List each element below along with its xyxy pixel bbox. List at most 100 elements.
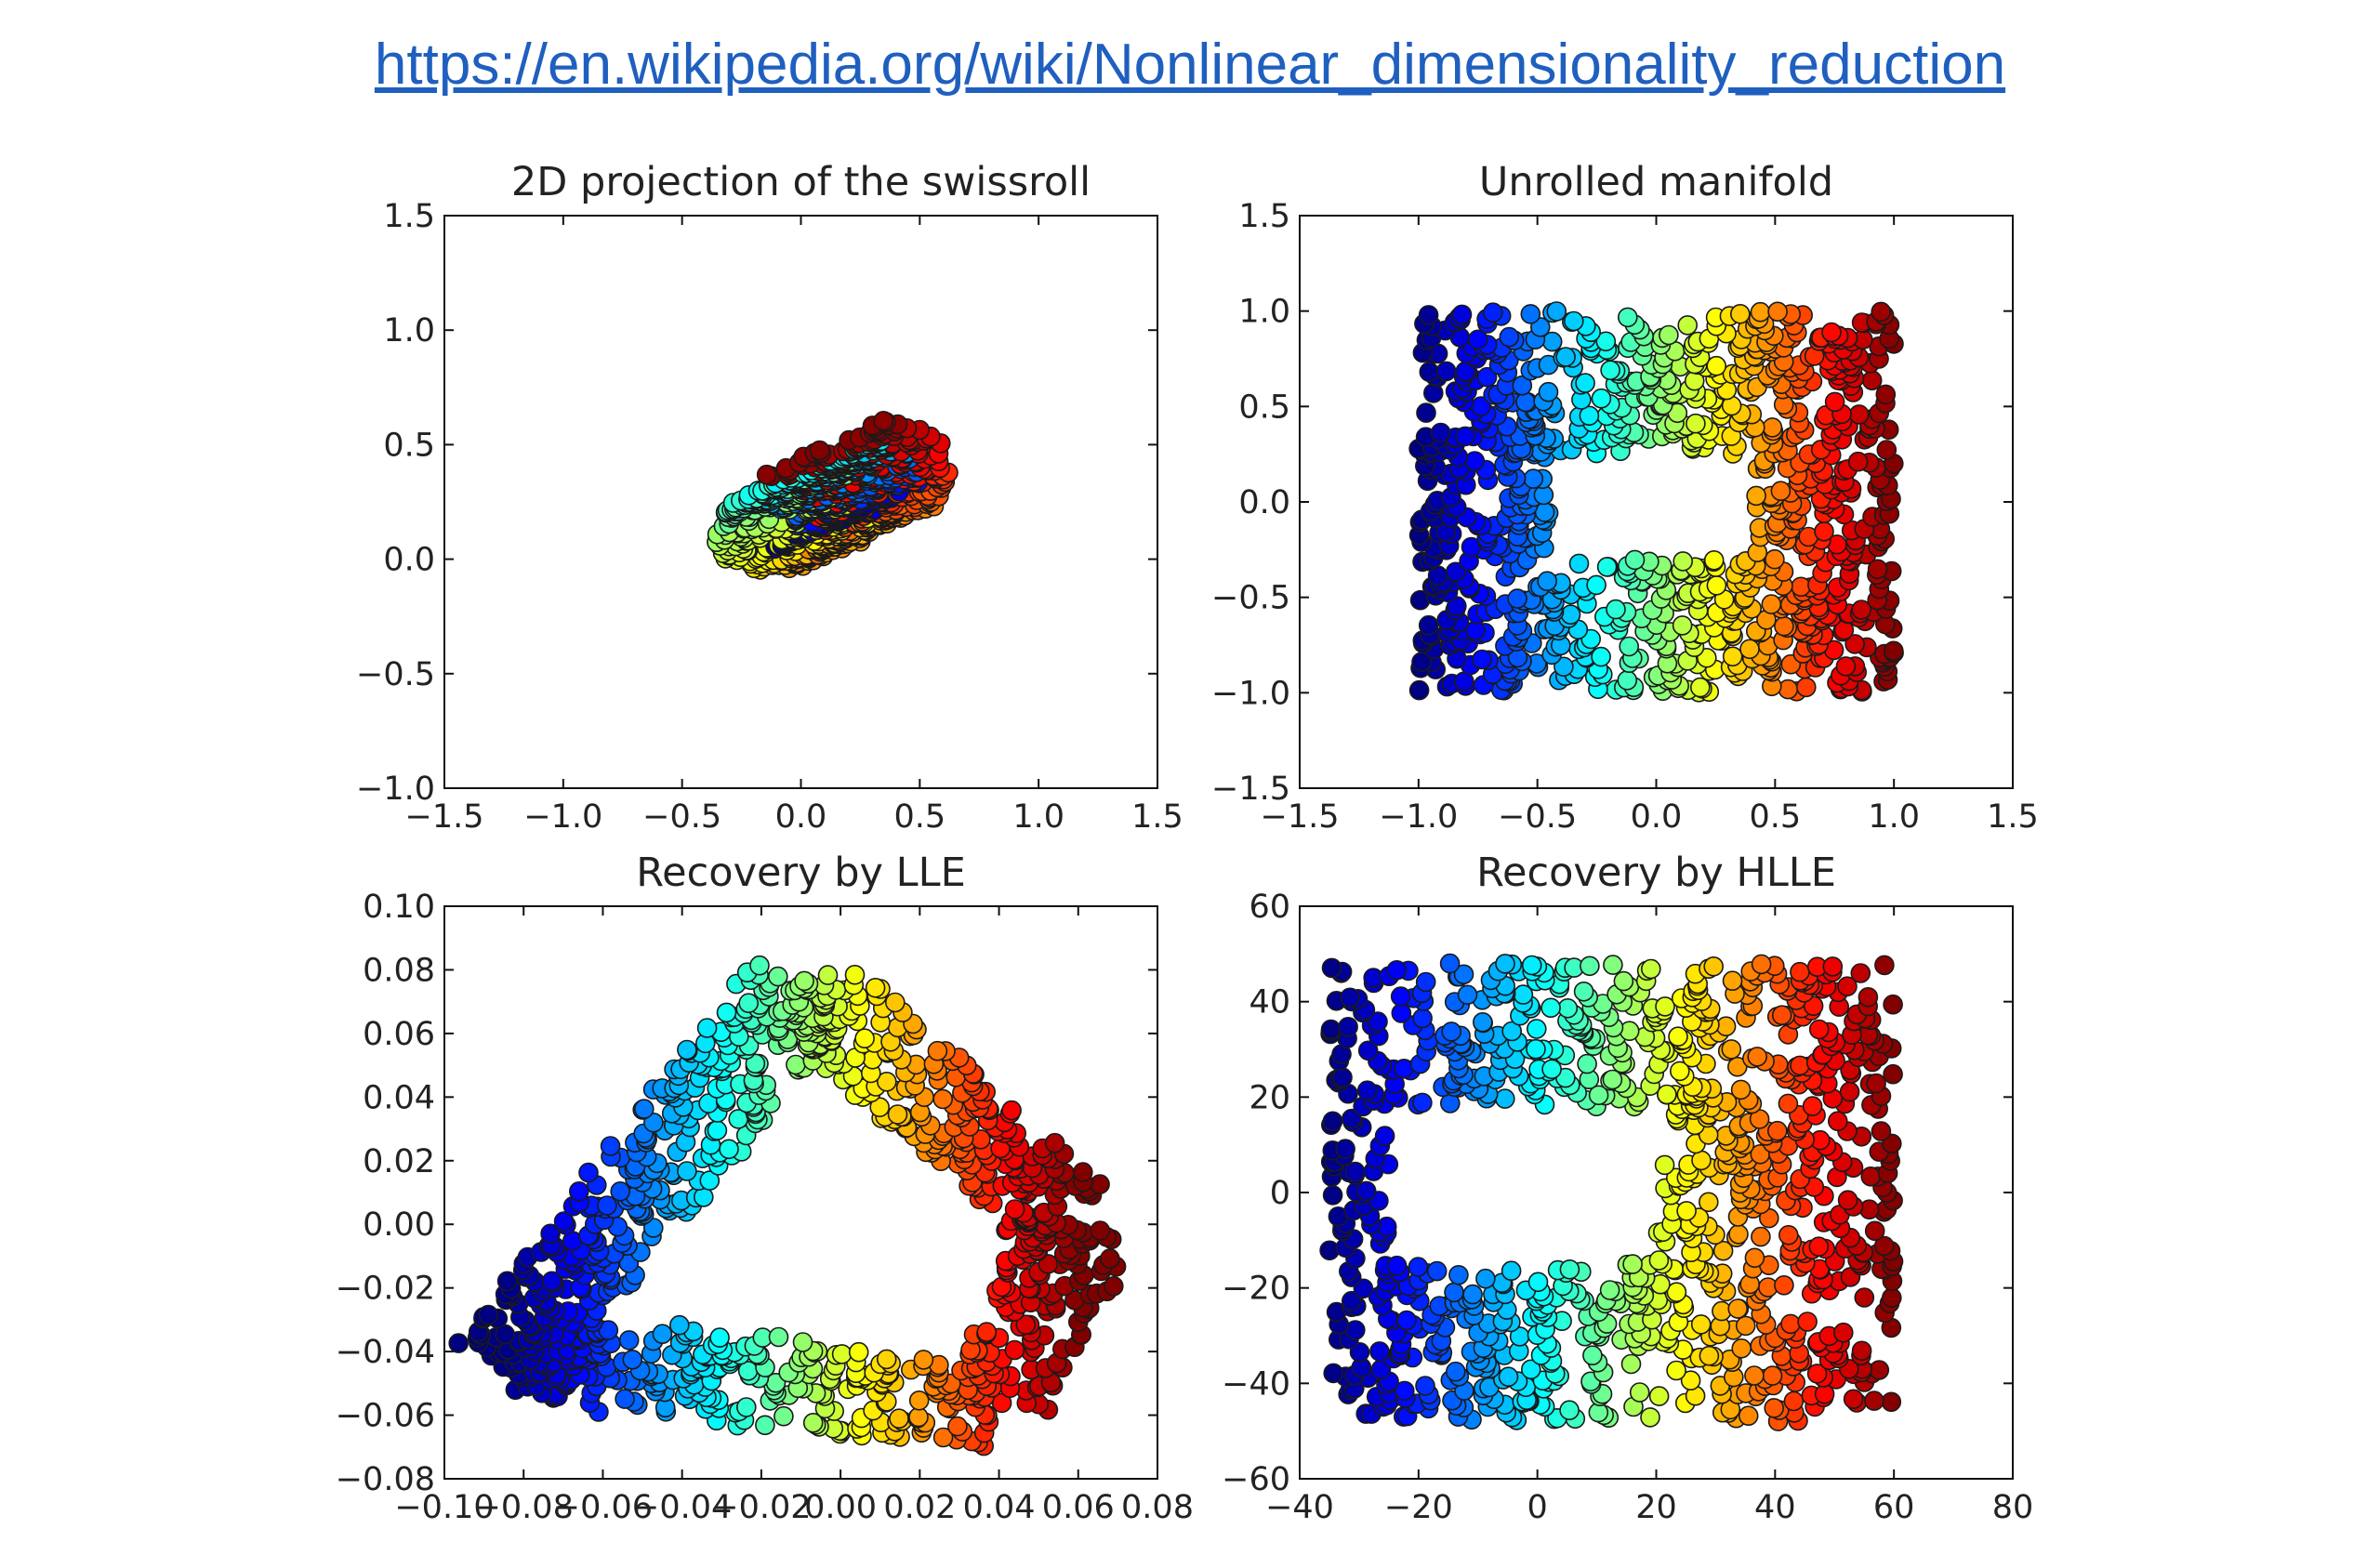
- scatter-point: [1854, 1287, 1875, 1308]
- scatter-point: [1439, 953, 1461, 974]
- scatter-point: [1499, 326, 1520, 348]
- y-tick-label: 0.00: [363, 1206, 435, 1244]
- scatter-point: [932, 1088, 954, 1110]
- scatter-point: [1746, 485, 1766, 507]
- x-tick-label: 0.0: [1631, 798, 1683, 836]
- scatter-point: [1850, 963, 1871, 983]
- scatter-point: [1555, 347, 1576, 367]
- scatter-point: [1790, 961, 1810, 982]
- scatter-point: [1441, 1021, 1461, 1042]
- scatter-point: [1340, 987, 1360, 1008]
- scatter-point: [1869, 1360, 1890, 1380]
- scatter-point: [1580, 955, 1600, 977]
- scatter-point: [831, 1344, 853, 1364]
- scatter-point: [1495, 1088, 1515, 1109]
- scatter-point: [1778, 1225, 1799, 1245]
- scatter-point: [1526, 1038, 1546, 1060]
- scatter-point: [1780, 1313, 1801, 1335]
- scatter-point: [1332, 1067, 1353, 1087]
- scatter-point: [756, 464, 777, 485]
- scatter-point: [1418, 305, 1439, 325]
- scatter-point: [1747, 1047, 1767, 1067]
- scatter-point: [794, 970, 814, 992]
- scatter-point: [668, 1314, 690, 1336]
- panel-title-hlle: Recovery by HLLE: [1476, 850, 1836, 896]
- scatter-point: [1603, 955, 1623, 975]
- scatter-point: [1320, 1019, 1342, 1040]
- scatter-point: [1564, 310, 1584, 332]
- scatter-point: [1408, 679, 1430, 701]
- y-tick-label: −20: [1222, 1271, 1290, 1308]
- scatter-point: [1676, 1201, 1697, 1221]
- scatter-point: [1690, 677, 1711, 698]
- scatter-point: [1624, 549, 1646, 571]
- scatter-point: [1426, 1260, 1448, 1282]
- scatter-point: [1599, 1280, 1620, 1300]
- scatter-point: [913, 1350, 934, 1370]
- scatter-points: [1408, 301, 1904, 703]
- scatter-point: [1883, 994, 1903, 1015]
- scatter-point: [1843, 1389, 1864, 1410]
- scatter-point: [1668, 1026, 1688, 1047]
- scatter-point: [873, 410, 894, 431]
- y-tick-label: −1.0: [356, 771, 435, 808]
- y-tick-label: −40: [1222, 1365, 1290, 1403]
- scatter-point: [1568, 553, 1590, 574]
- y-tick-label: 0.0: [383, 542, 435, 579]
- scatter-point: [707, 1120, 728, 1140]
- scatter-point: [1703, 956, 1724, 977]
- x-tick-label: 0.5: [893, 798, 945, 836]
- scatter-point: [1356, 1080, 1378, 1100]
- scatter-point: [1767, 301, 1788, 323]
- y-tick-label: 0.06: [363, 1016, 435, 1053]
- scatter-point: [1586, 574, 1606, 596]
- scatter-point: [618, 1330, 640, 1351]
- scatter-point: [1418, 614, 1439, 636]
- scatter-point: [1495, 954, 1515, 974]
- scatter-point: [1335, 1139, 1355, 1159]
- scatter-point: [1520, 304, 1541, 324]
- scatter-point: [1871, 1121, 1892, 1141]
- scatter-point: [1321, 957, 1342, 979]
- scatter-point: [1591, 646, 1611, 667]
- y-tick-label: −0.5: [1211, 580, 1290, 617]
- scatter-point: [1001, 1100, 1022, 1121]
- x-tick-label: 0.02: [883, 1489, 956, 1526]
- scatter-point: [1600, 360, 1620, 381]
- scatter-point: [1876, 440, 1897, 460]
- panel-title-swissroll: 2D projection of the swissroll: [511, 159, 1091, 205]
- y-tick-label: 1.5: [1238, 198, 1290, 235]
- x-tick-label: 0.5: [1749, 798, 1801, 836]
- scatter-point: [1762, 417, 1783, 438]
- scatter-point: [1521, 955, 1542, 976]
- y-tick-label: −1.5: [1211, 771, 1290, 808]
- scatter-point: [568, 1181, 589, 1202]
- scatter-point: [1390, 986, 1411, 1007]
- scatter-point: [1738, 1405, 1759, 1426]
- scatter-point: [1523, 468, 1544, 489]
- scatter-point: [1690, 1314, 1712, 1335]
- scatter-point: [622, 1350, 643, 1370]
- y-tick-label: 0.08: [363, 952, 435, 989]
- scatter-point: [610, 1181, 631, 1202]
- scatter-point: [1618, 307, 1638, 328]
- scatter-point: [1004, 1339, 1025, 1361]
- y-tick-label: 0: [1270, 1175, 1290, 1212]
- scatter-point: [1839, 1081, 1860, 1102]
- scatter-point: [1751, 1226, 1771, 1247]
- scatter-point: [1575, 373, 1595, 393]
- scatter-point: [1444, 1282, 1464, 1303]
- wikipedia-link[interactable]: https://en.wikipedia.org/wiki/Nonlinear_…: [374, 33, 2006, 97]
- scatter-point: [1706, 355, 1726, 376]
- scatter-point: [709, 1327, 730, 1348]
- scatter-point: [1338, 1017, 1358, 1037]
- scatter-point: [1824, 391, 1845, 413]
- panel-recovery-lle: Recovery by LLE−0.10−0.08−0.06−0.04−0.02…: [336, 850, 1194, 1526]
- scatter-point: [767, 966, 788, 987]
- scatter-point: [1596, 557, 1618, 577]
- panel-recovery-hlle: Recovery by HLLE−40 −20 0 20 40 60 80−60−40−20…: [1222, 850, 2033, 1526]
- scatter-point: [1408, 1257, 1429, 1277]
- scatter-point: [1751, 954, 1772, 975]
- scatter-point: [1415, 971, 1436, 993]
- scatter-point: [1672, 615, 1693, 636]
